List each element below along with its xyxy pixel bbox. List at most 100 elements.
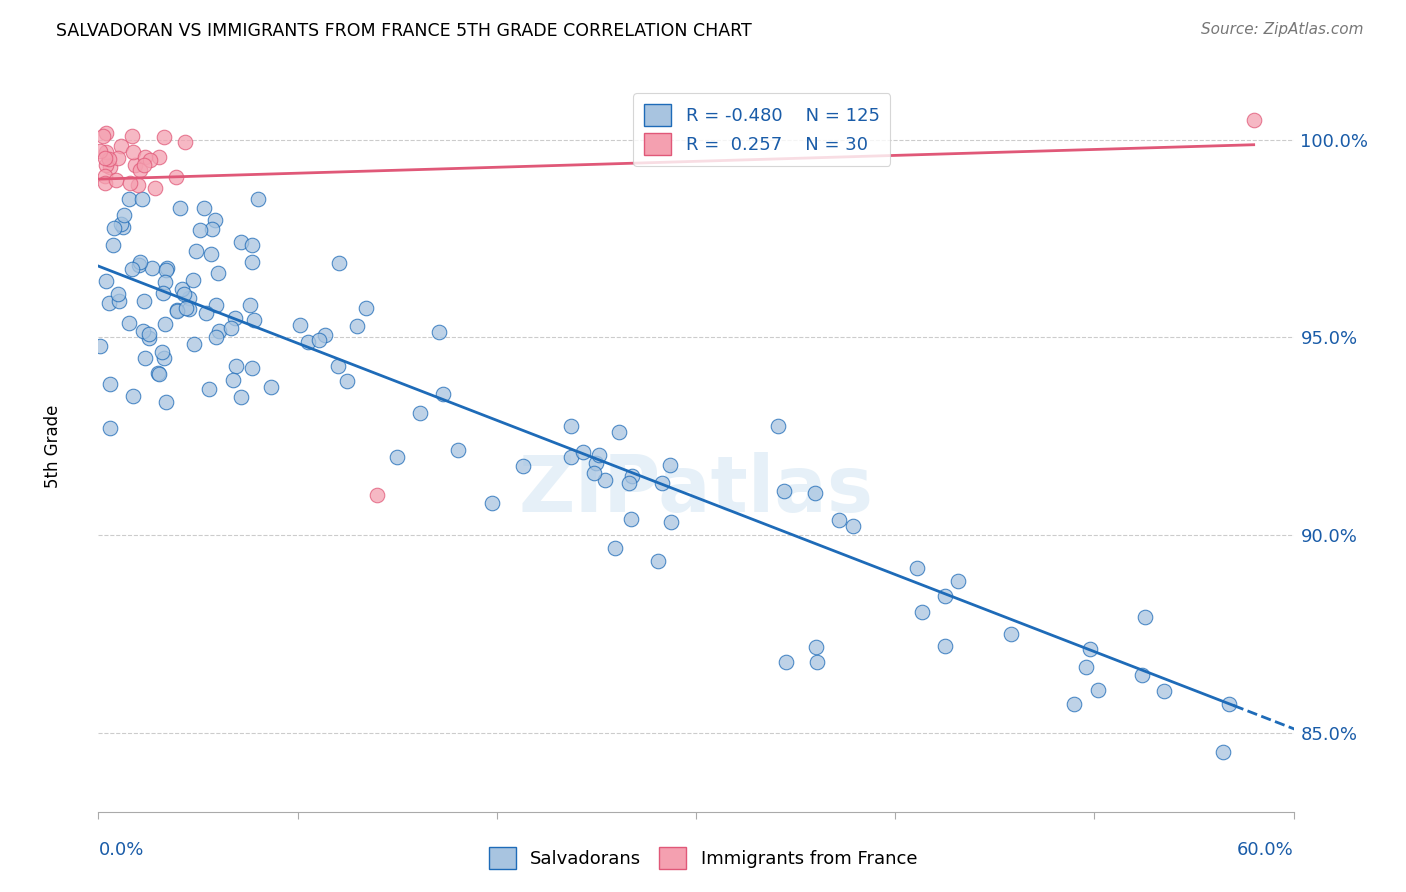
Point	[152, 285, 174, 300]
Point	[219, 321, 242, 335]
Point	[111, 219, 134, 234]
Point	[560, 419, 582, 434]
Point	[659, 458, 682, 472]
Point	[1243, 112, 1265, 127]
Point	[1212, 746, 1234, 760]
Text: ZIPatlas: ZIPatlas	[519, 452, 873, 528]
Point	[155, 263, 177, 277]
Point	[205, 329, 228, 343]
Point	[143, 181, 166, 195]
Point	[775, 656, 797, 670]
Point	[354, 301, 377, 315]
Point	[165, 170, 187, 185]
Point	[121, 128, 143, 143]
Point	[427, 326, 450, 340]
Point	[107, 151, 129, 165]
Text: 60.0%: 60.0%	[1237, 841, 1294, 859]
Point	[108, 294, 131, 309]
Point	[118, 316, 141, 330]
Point	[1218, 698, 1240, 712]
Point	[134, 150, 156, 164]
Point	[173, 286, 195, 301]
Point	[148, 150, 170, 164]
Point	[1074, 660, 1097, 674]
Point	[1130, 668, 1153, 682]
Point	[89, 144, 111, 158]
Point	[107, 286, 129, 301]
Point	[366, 488, 388, 502]
Point	[179, 302, 201, 317]
Point	[166, 304, 188, 318]
Point	[481, 496, 503, 510]
Point	[621, 468, 644, 483]
Point	[183, 336, 205, 351]
Point	[118, 192, 141, 206]
Point	[169, 201, 191, 215]
Point	[619, 475, 641, 490]
Point	[132, 324, 155, 338]
Point	[98, 152, 121, 166]
Point	[447, 443, 470, 458]
Point	[432, 387, 454, 401]
Point	[94, 274, 117, 288]
Point	[121, 145, 143, 160]
Point	[181, 273, 204, 287]
Point	[94, 158, 117, 172]
Text: 0.0%: 0.0%	[98, 841, 143, 859]
Point	[208, 324, 231, 338]
Point	[134, 351, 156, 366]
Point	[260, 379, 283, 393]
Legend: R = -0.480    N = 125, R =  0.257    N = 30: R = -0.480 N = 125, R = 0.257 N = 30	[633, 93, 890, 166]
Point	[127, 178, 149, 193]
Point	[198, 382, 221, 396]
Point	[110, 139, 132, 153]
Point	[946, 574, 969, 588]
Point	[100, 421, 122, 435]
Point	[98, 376, 121, 391]
Point	[128, 258, 150, 272]
Point	[247, 192, 270, 206]
Point	[1063, 697, 1085, 711]
Point	[89, 339, 111, 353]
Point	[129, 255, 152, 269]
Point	[308, 333, 330, 347]
Point	[153, 129, 176, 144]
Point	[110, 217, 132, 231]
Text: SALVADORAN VS IMMIGRANTS FROM FRANCE 5TH GRADE CORRELATION CHART: SALVADORAN VS IMMIGRANTS FROM FRANCE 5TH…	[56, 22, 752, 40]
Point	[288, 318, 311, 332]
Point	[204, 213, 226, 227]
Point	[204, 297, 226, 311]
Point	[105, 173, 128, 187]
Point	[934, 640, 956, 654]
Point	[804, 640, 827, 655]
Point	[128, 163, 150, 178]
Point	[229, 235, 252, 249]
Point	[314, 328, 336, 343]
Point	[112, 208, 135, 222]
Point	[225, 359, 247, 373]
Point	[195, 305, 218, 319]
Point	[766, 419, 789, 434]
Point	[148, 367, 170, 381]
Point	[170, 282, 193, 296]
Point	[207, 266, 229, 280]
Point	[239, 298, 262, 312]
Point	[229, 390, 252, 404]
Point	[240, 238, 263, 252]
Point	[166, 303, 188, 318]
Point	[806, 655, 828, 669]
Point	[156, 260, 179, 275]
Point	[96, 145, 118, 159]
Point	[193, 201, 215, 215]
Text: Source: ZipAtlas.com: Source: ZipAtlas.com	[1201, 22, 1364, 37]
Point	[118, 177, 141, 191]
Point	[585, 456, 607, 470]
Point	[297, 334, 319, 349]
Point	[132, 158, 155, 172]
Point	[243, 313, 266, 327]
Point	[177, 291, 200, 305]
Point	[152, 345, 174, 359]
Point	[905, 561, 928, 575]
Point	[803, 485, 825, 500]
Point	[132, 293, 155, 308]
